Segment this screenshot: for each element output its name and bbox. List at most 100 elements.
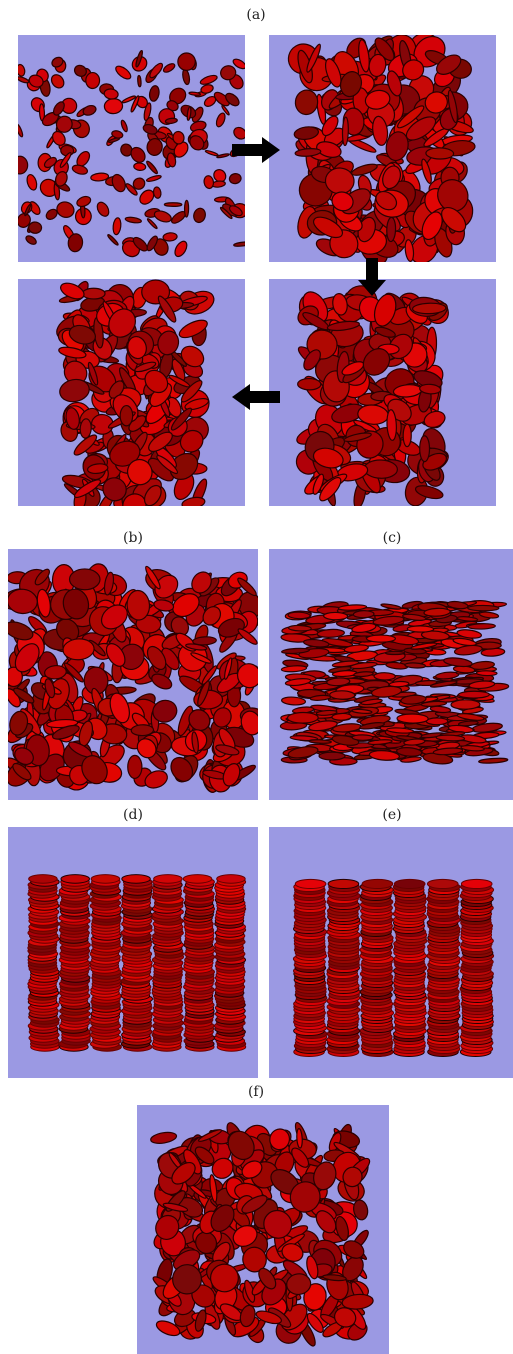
disk bbox=[18, 123, 24, 138]
disk bbox=[108, 308, 136, 338]
disk bbox=[255, 1310, 282, 1325]
disk bbox=[130, 95, 140, 113]
disk bbox=[421, 158, 432, 184]
disk bbox=[374, 37, 395, 62]
disk bbox=[170, 756, 194, 782]
disk bbox=[153, 874, 183, 884]
disk bbox=[457, 690, 490, 699]
disk bbox=[145, 565, 161, 590]
disk bbox=[103, 88, 119, 100]
disk bbox=[54, 171, 68, 187]
disk bbox=[204, 150, 219, 157]
disk bbox=[148, 85, 160, 102]
disk bbox=[468, 680, 496, 690]
disk bbox=[319, 476, 342, 502]
disk bbox=[119, 404, 134, 427]
disk bbox=[28, 74, 44, 88]
disk bbox=[331, 712, 353, 721]
disk bbox=[289, 1181, 321, 1213]
disk bbox=[308, 720, 338, 732]
disk bbox=[294, 148, 322, 157]
disk bbox=[447, 89, 458, 124]
disk bbox=[135, 49, 143, 68]
disk bbox=[120, 119, 128, 133]
disk bbox=[188, 91, 202, 96]
disk bbox=[143, 484, 162, 506]
disk bbox=[73, 64, 87, 77]
disk bbox=[386, 727, 415, 734]
disk bbox=[9, 710, 29, 736]
disk bbox=[81, 287, 106, 300]
disk bbox=[435, 734, 466, 742]
snapshot-panel bbox=[8, 549, 258, 800]
disk bbox=[146, 137, 163, 156]
disk bbox=[14, 747, 34, 766]
disk bbox=[322, 1274, 347, 1282]
disk bbox=[177, 52, 196, 71]
disk bbox=[296, 1128, 303, 1149]
disk bbox=[242, 1246, 267, 1273]
disk bbox=[100, 604, 128, 630]
disk bbox=[294, 89, 319, 116]
disk bbox=[199, 74, 218, 85]
disk bbox=[18, 155, 29, 175]
disk bbox=[281, 696, 307, 706]
disk bbox=[457, 720, 479, 727]
disk bbox=[364, 89, 391, 110]
disk bbox=[312, 447, 344, 469]
disk bbox=[315, 709, 338, 716]
disk bbox=[281, 647, 310, 655]
disk bbox=[28, 221, 43, 234]
disk bbox=[460, 744, 485, 752]
disk bbox=[8, 621, 34, 641]
disk bbox=[329, 690, 356, 700]
disk bbox=[456, 616, 479, 622]
disk bbox=[396, 713, 429, 724]
disk bbox=[186, 106, 192, 121]
disk bbox=[404, 239, 415, 262]
disk bbox=[184, 397, 210, 411]
disk bbox=[127, 754, 143, 780]
disk bbox=[342, 1166, 363, 1188]
disk bbox=[60, 282, 85, 300]
disk bbox=[50, 74, 65, 89]
disk bbox=[202, 606, 222, 626]
disk bbox=[150, 1131, 178, 1144]
disk bbox=[146, 160, 158, 175]
disk bbox=[411, 302, 447, 315]
snapshot-panel bbox=[269, 827, 513, 1078]
disk bbox=[164, 117, 178, 125]
disk bbox=[386, 70, 403, 97]
disk bbox=[281, 1243, 304, 1262]
disk bbox=[331, 660, 360, 668]
disk bbox=[382, 165, 402, 190]
disk bbox=[453, 644, 483, 656]
arrow-left bbox=[232, 384, 280, 410]
disk bbox=[313, 216, 344, 239]
disk bbox=[306, 43, 321, 73]
disk bbox=[60, 874, 91, 884]
disk bbox=[162, 63, 176, 73]
disk bbox=[155, 1214, 180, 1241]
disk bbox=[8, 666, 23, 688]
disk bbox=[166, 100, 179, 112]
disk bbox=[143, 102, 152, 122]
panels bbox=[8, 35, 513, 1354]
disk bbox=[397, 105, 425, 129]
disk bbox=[363, 459, 398, 479]
disk bbox=[425, 717, 449, 726]
disk bbox=[424, 91, 448, 114]
disk bbox=[380, 603, 402, 610]
disk bbox=[323, 611, 349, 621]
disk bbox=[213, 91, 230, 107]
disk bbox=[339, 71, 363, 98]
disk bbox=[287, 746, 319, 759]
disk bbox=[337, 604, 368, 611]
disk bbox=[286, 711, 319, 724]
disk bbox=[216, 874, 246, 884]
disk bbox=[170, 407, 193, 431]
disk bbox=[179, 429, 204, 453]
disk bbox=[154, 574, 179, 599]
disk bbox=[437, 179, 469, 212]
particles bbox=[27, 874, 247, 1052]
